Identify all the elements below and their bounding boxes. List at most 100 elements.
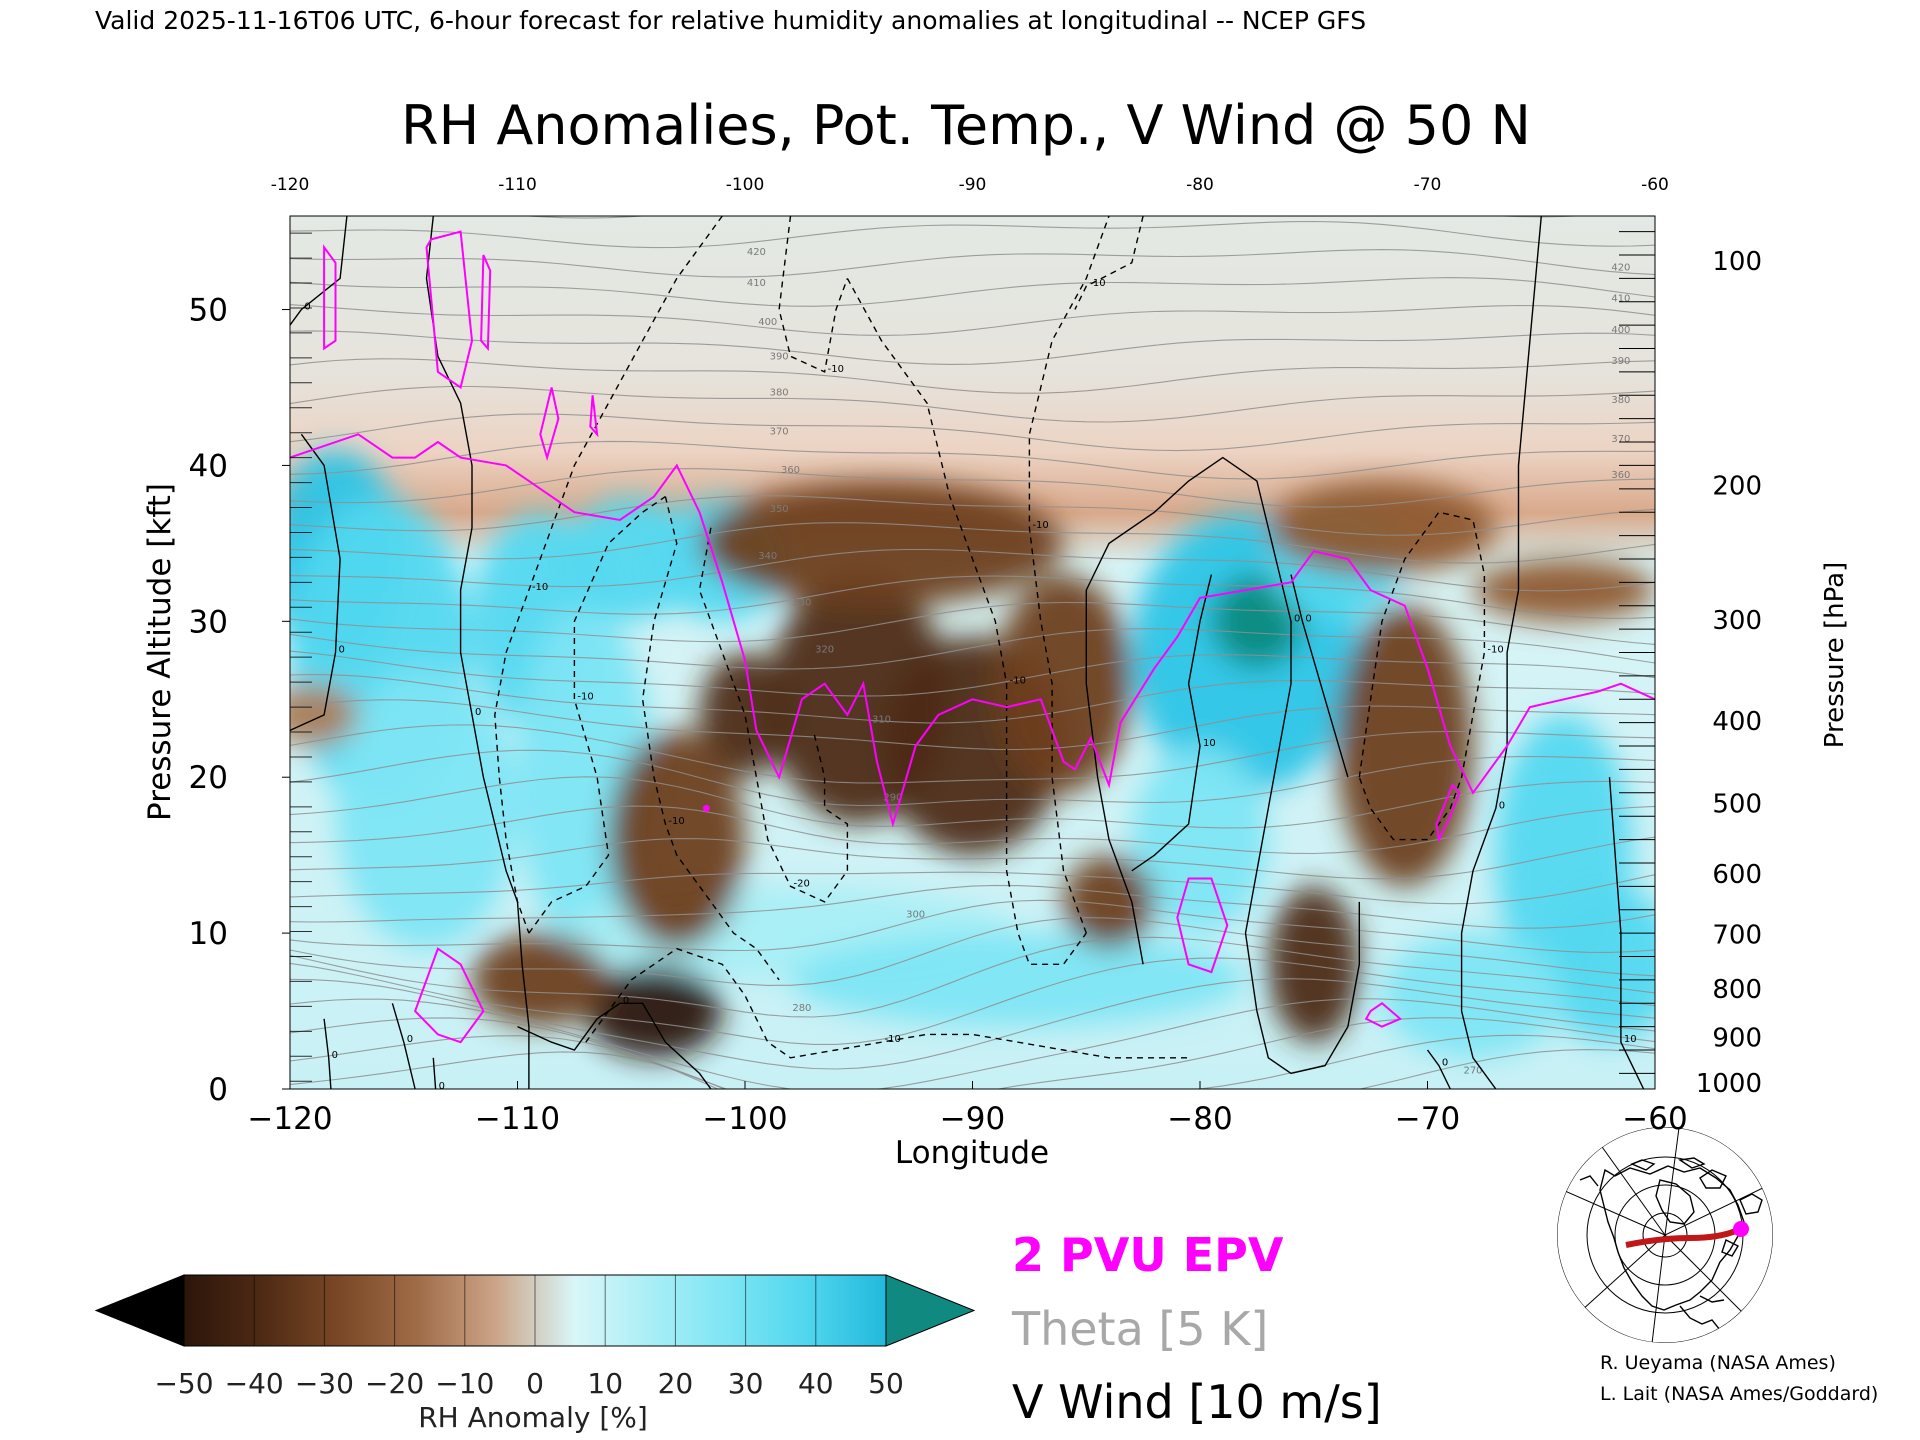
vwind-line-20 xyxy=(1074,216,1144,310)
vwind-label-5: 0 xyxy=(407,1034,413,1045)
theta-label-21: 360 xyxy=(1611,470,1630,481)
theta-label-14: 420 xyxy=(747,247,766,258)
epv-dot xyxy=(702,804,710,812)
anomaly-blob-12 xyxy=(1131,746,1269,934)
vwind-label-1: 0 xyxy=(339,645,345,656)
colorbar-tick-label-4: −10 xyxy=(435,1367,494,1400)
theta-line-395 xyxy=(290,468,1655,508)
y-tick-label-1: 10 xyxy=(189,916,228,952)
vwind-line-13 xyxy=(494,216,723,934)
epv-island-0 xyxy=(323,244,337,351)
x-top-tick-label-1: -110 xyxy=(498,175,537,195)
vwind-label-21: -10 xyxy=(885,1034,901,1045)
x-top-tick-label-4: -80 xyxy=(1186,175,1214,195)
theta-line-425 xyxy=(290,304,1655,336)
vwind-line-2 xyxy=(425,216,530,1089)
pressure-tick-label-9: 1000 xyxy=(1696,1069,1762,1099)
y-tick-label-2: 20 xyxy=(189,760,228,796)
theta-line-360 xyxy=(290,650,1655,697)
pressure-tick-label-0: 100 xyxy=(1712,247,1762,277)
theta-line-305 xyxy=(290,917,1655,986)
theta-label-22: 270 xyxy=(1463,1065,1482,1076)
epv-island-4 xyxy=(589,395,599,438)
epv-island-2 xyxy=(480,254,492,352)
x-top-tick-label-2: -100 xyxy=(726,175,765,195)
vwind-line-9 xyxy=(1290,574,1349,778)
vwind-label-3: 0 xyxy=(623,995,629,1006)
anomaly-blob-26 xyxy=(1268,481,1496,575)
y-axis-right: 100 200 300 400 500 600 700 800 900 1000 xyxy=(1696,247,1762,1099)
anomaly-blob-28 xyxy=(290,683,359,747)
epv-island-8 xyxy=(1435,783,1461,843)
theta-label-7: 350 xyxy=(770,504,789,515)
anomaly-blob-8 xyxy=(790,933,1246,1027)
vwind-label-0: 0 xyxy=(304,302,310,313)
theta-label-2: 300 xyxy=(906,910,925,921)
theta-line-295 xyxy=(290,957,1655,1045)
vwind-line-17 xyxy=(778,216,849,373)
y-tick-label-4: 40 xyxy=(189,448,228,484)
theta-line-380 xyxy=(290,548,1655,592)
anomaly-blob-22 xyxy=(585,964,723,1058)
inset-location-marker xyxy=(1733,1221,1749,1237)
colorbar-label: RH Anomaly [%] xyxy=(418,1401,648,1434)
vwind-line-0 xyxy=(290,216,348,326)
vwind-label-10: 0 xyxy=(1499,800,1505,811)
x-tick-label-6: −60 xyxy=(1622,1101,1687,1137)
theta-line-330 xyxy=(290,805,1655,855)
x-top-tick-label-0: -120 xyxy=(271,175,310,195)
theta-line-310 xyxy=(290,899,1655,953)
theta-line-375 xyxy=(290,575,1655,619)
x-tick-label-0: −120 xyxy=(247,1101,332,1137)
theta-line-345 xyxy=(290,724,1655,784)
colorbar-tick-label-0: −50 xyxy=(154,1367,213,1400)
theta-line-370 xyxy=(290,601,1655,645)
theta-contours: 280 290 300 310 320 330 340 350 360 370 380 390 400 4… xyxy=(290,216,1655,1089)
x-tick-label-5: −70 xyxy=(1395,1101,1460,1137)
theta-label-9: 370 xyxy=(770,426,789,437)
theta-label-13: 410 xyxy=(747,278,766,289)
colorbar-under-arrow xyxy=(94,1274,185,1347)
anomaly-blob-21 xyxy=(608,730,745,949)
anomaly-blob-15 xyxy=(1382,933,1564,1058)
x-axis-label: Longitude xyxy=(895,1135,1049,1171)
vwind-label-8: 10 xyxy=(1203,738,1216,749)
vwind-label-16: -20 xyxy=(794,878,810,889)
vwind-line-8 xyxy=(1131,574,1213,872)
epv-island-1 xyxy=(425,230,474,390)
theta-line-270 xyxy=(290,1049,1655,1089)
vwind-line-12 xyxy=(1426,1049,1451,1089)
pressure-tick-label-7: 800 xyxy=(1712,975,1762,1005)
vwind-line-1 xyxy=(290,433,341,732)
x-axis-top: -120 -110 -100 -90 -80 -70 -60 xyxy=(271,175,1669,195)
vwind-label-12: 0 xyxy=(1442,1058,1448,1069)
epv-island-6 xyxy=(1176,877,1229,974)
vwind-label-18: -10 xyxy=(1010,676,1026,687)
inset-coastlines xyxy=(1579,1157,1763,1343)
vwind-line-5 xyxy=(391,1003,416,1089)
theta-line-420 xyxy=(290,330,1655,365)
y-tick-label-5: 50 xyxy=(189,293,228,329)
theta-line-400 xyxy=(290,440,1655,480)
theta-label-16: 410 xyxy=(1611,294,1630,305)
legend-theta: Theta [5 K] xyxy=(1011,1302,1268,1356)
vwind-line-16 xyxy=(698,527,849,903)
epv-island-5 xyxy=(413,947,485,1044)
map-inset xyxy=(1557,1127,1773,1343)
colorbar-tick-label-10: 50 xyxy=(868,1367,904,1400)
theta-line-405 xyxy=(290,413,1655,452)
vwind-line-15 xyxy=(641,496,780,981)
vwind-line-7 xyxy=(1085,456,1360,1075)
credit-line-1: R. Ueyama (NASA Ames) xyxy=(1600,1352,1836,1374)
pressure-tick-label-4: 500 xyxy=(1712,790,1762,820)
theta-line-280 xyxy=(290,1017,1655,1089)
theta-label-11: 390 xyxy=(770,351,789,362)
anomaly-blob-16 xyxy=(699,652,791,778)
credit-line-2: L. Lait (NASA Ames/Goddard) xyxy=(1600,1383,1878,1405)
plot-area: 280 290 300 310 320 330 340 350 360 370 380 390 400 4… xyxy=(289,215,1656,1090)
theta-label-4: 320 xyxy=(815,645,834,656)
theta-line-440 xyxy=(290,220,1655,249)
vwind-line-18 xyxy=(846,278,1087,965)
anomaly-blob-20 xyxy=(699,481,1064,606)
